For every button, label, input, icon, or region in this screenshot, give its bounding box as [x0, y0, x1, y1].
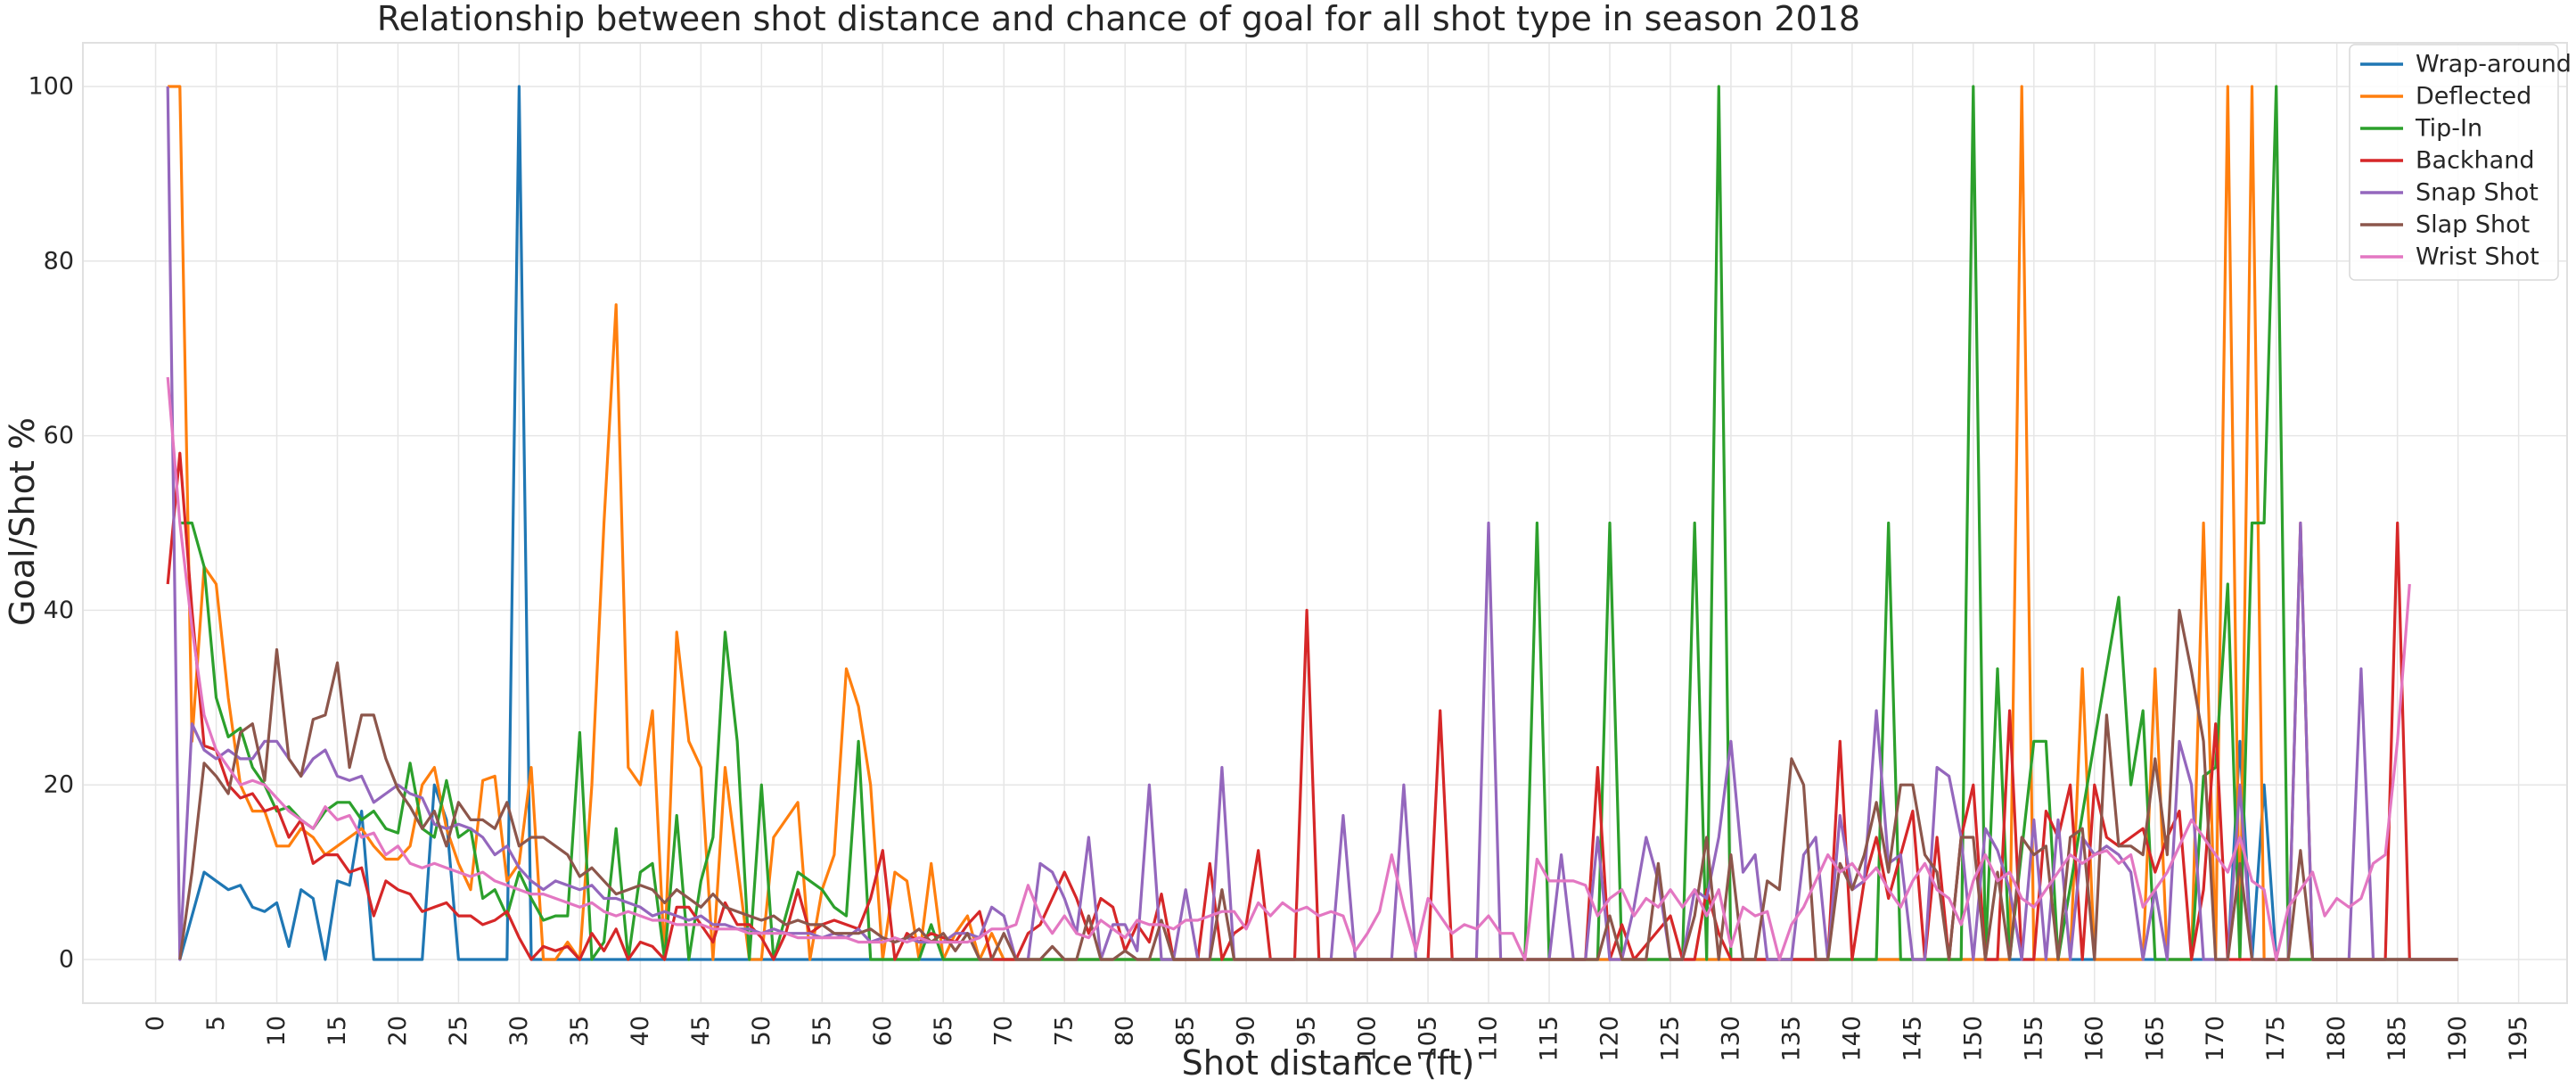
- legend: Wrap-around Deflected Tip-In Backhand Snap S…: [2349, 44, 2572, 281]
- legend-box: [2349, 44, 2559, 281]
- y-tick-label: 80: [44, 247, 74, 275]
- x-tick-label: 65: [930, 1016, 957, 1046]
- x-tick-label: 85: [1172, 1016, 1200, 1046]
- x-tick-label: 165: [2141, 1016, 2169, 1062]
- plot-area-frame: [82, 42, 2568, 1004]
- x-tick-label: 45: [687, 1016, 715, 1046]
- y-axis-ticks: 0 20 40 60 80 100: [28, 72, 74, 973]
- series-line-deflected: [168, 85, 2458, 961]
- x-tick-label: 15: [324, 1016, 351, 1046]
- chart-title: Relationship between shot distance and c…: [377, 0, 1860, 38]
- x-tick-label: 120: [1596, 1016, 1623, 1062]
- x-tick-label: 110: [1475, 1016, 1503, 1062]
- y-tick-label: 20: [44, 771, 74, 799]
- x-tick-label: 75: [1051, 1016, 1079, 1046]
- y-tick-label: 0: [59, 946, 74, 974]
- x-tick-label: 175: [2262, 1016, 2290, 1062]
- x-tick-label: 160: [2080, 1016, 2108, 1062]
- series-line-wrist-shot: [166, 376, 2411, 961]
- series-lines: [166, 85, 2458, 961]
- series-line-backhand: [166, 451, 2458, 961]
- legend-label: Wrap-around: [2416, 51, 2572, 78]
- x-tick-label: 180: [2323, 1016, 2350, 1062]
- y-tick-label: 40: [44, 597, 74, 624]
- legend-label: Snap Shot: [2416, 179, 2539, 207]
- x-tick-label: 155: [2020, 1016, 2047, 1062]
- legend-label: Deflected: [2416, 83, 2531, 111]
- y-axis-title: Goal/Shot %: [3, 417, 42, 626]
- x-tick-label: 50: [748, 1016, 775, 1046]
- x-tick-label: 25: [445, 1016, 472, 1046]
- x-tick-label: 10: [263, 1016, 291, 1046]
- x-tick-label: 55: [808, 1016, 836, 1046]
- x-tick-label: 145: [1899, 1016, 1926, 1062]
- x-tick-label: 80: [1112, 1016, 1139, 1046]
- x-tick-label: 195: [2505, 1016, 2532, 1062]
- legend-label: Wrist Shot: [2416, 243, 2539, 271]
- x-axis-ticks: 0 5 10 15 20 25 30 35 40 45 50 55 60 65 70 75 80 85 90 95 10…: [142, 1016, 2532, 1062]
- legend-label: Slap Shot: [2416, 211, 2530, 239]
- y-tick-label: 100: [28, 72, 74, 100]
- x-tick-label: 150: [1959, 1016, 1987, 1062]
- legend-label: Tip-In: [2415, 115, 2482, 143]
- x-tick-label: 70: [990, 1016, 1018, 1046]
- x-tick-label: 135: [1777, 1016, 1805, 1062]
- x-tick-label: 40: [627, 1016, 654, 1046]
- x-tick-label: 5: [202, 1016, 230, 1031]
- x-axis-title: Shot distance (ft): [1182, 1043, 1475, 1083]
- series-line-slap-shot: [178, 608, 2458, 961]
- x-tick-label: 0: [142, 1016, 169, 1031]
- x-tick-label: 100: [1354, 1016, 1382, 1062]
- x-tick-label: 20: [384, 1016, 412, 1046]
- x-tick-label: 185: [2383, 1016, 2411, 1062]
- legend-label: Backhand: [2416, 147, 2534, 175]
- x-tick-label: 35: [566, 1016, 594, 1046]
- x-tick-label: 95: [1293, 1016, 1321, 1046]
- x-tick-label: 130: [1717, 1016, 1744, 1062]
- x-tick-label: 170: [2202, 1016, 2229, 1062]
- x-tick-label: 90: [1233, 1016, 1260, 1046]
- x-tick-label: 30: [505, 1016, 533, 1046]
- y-tick-label: 60: [44, 422, 74, 449]
- x-tick-label: 190: [2444, 1016, 2472, 1062]
- x-tick-label: 115: [1536, 1016, 1563, 1062]
- x-tick-label: 60: [869, 1016, 897, 1046]
- x-tick-label: 140: [1838, 1016, 1866, 1062]
- x-tick-label: 105: [1415, 1016, 1442, 1062]
- x-tick-label: 125: [1656, 1016, 1684, 1062]
